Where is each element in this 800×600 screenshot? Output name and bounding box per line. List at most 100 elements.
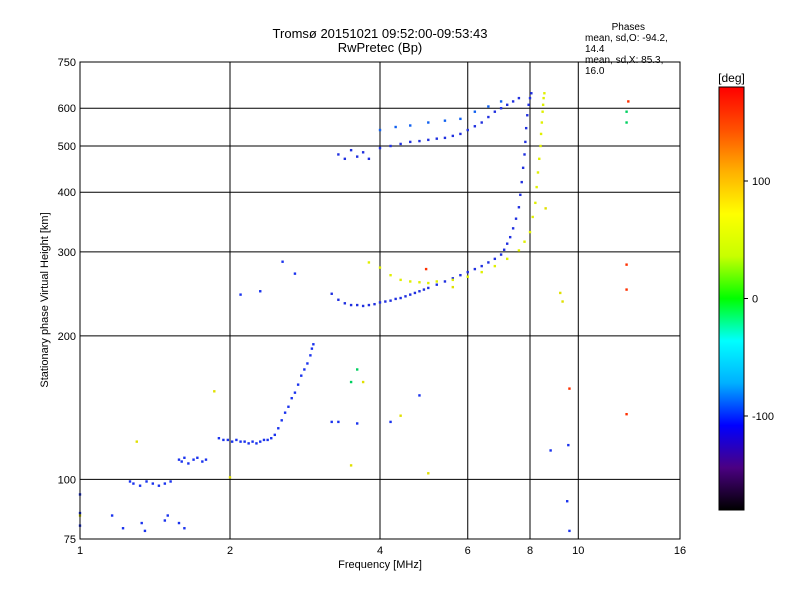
data-point: [508, 235, 512, 239]
data-point: [418, 139, 421, 143]
data-point: [627, 100, 630, 103]
data-point: [625, 412, 628, 416]
data-point: [330, 292, 333, 295]
data-point: [561, 300, 564, 303]
data-point: [312, 343, 315, 346]
colorbar-tick-label: 0: [752, 294, 758, 306]
data-point: [493, 264, 497, 268]
data-point: [418, 394, 421, 397]
data-point: [544, 207, 547, 210]
colorbar-tick-label: 100: [752, 176, 770, 188]
data-point: [499, 100, 503, 103]
data-point: [459, 132, 462, 136]
data-point: [166, 514, 169, 517]
data-point: [389, 299, 392, 302]
data-point: [399, 142, 402, 146]
data-point: [418, 290, 421, 293]
data-point: [534, 201, 537, 205]
x-tick-label: 16: [674, 545, 686, 557]
data-point: [389, 273, 392, 277]
chart-subtitle: RwPretec (Bp): [337, 40, 423, 55]
data-point: [536, 171, 540, 174]
data-point: [480, 121, 483, 124]
data-point: [524, 126, 528, 130]
data-point: [306, 362, 309, 365]
data-point: [427, 472, 430, 475]
data-point: [435, 283, 438, 286]
data-point: [251, 440, 254, 443]
colorbar-label: [deg]: [718, 71, 745, 85]
data-point: [528, 230, 532, 234]
data-point: [427, 121, 430, 124]
data-point: [300, 374, 303, 377]
data-point: [367, 303, 371, 307]
data-point: [539, 144, 542, 148]
x-tick-label: 8: [527, 545, 533, 557]
data-point: [163, 519, 167, 522]
data-point: [169, 480, 172, 483]
data-point: [409, 280, 412, 283]
data-point: [514, 217, 518, 220]
data-point: [349, 380, 353, 384]
data-point: [140, 521, 143, 525]
data-point: [399, 278, 402, 282]
data-point: [413, 291, 417, 295]
phases-x-stats: mean, sd,X: 85.3, 16.0: [585, 55, 664, 77]
colorbar-gradient: [718, 86, 745, 511]
data-point: [121, 527, 125, 530]
data-point: [466, 128, 469, 132]
data-point: [493, 110, 497, 113]
data-point: [505, 242, 509, 245]
data-point: [451, 134, 455, 138]
data-point: [389, 420, 392, 424]
data-point: [243, 440, 246, 443]
grid-layer: [79, 61, 681, 540]
data-point: [538, 157, 541, 161]
plot-frame: [79, 61, 681, 540]
x-tick-label: 6: [465, 545, 471, 557]
data-point: [422, 288, 426, 291]
phases-summary: Phases mean, sd,O: -94.2, 14.4 mean, sd,…: [585, 22, 685, 77]
data-point: [330, 420, 333, 424]
data-point: [524, 140, 527, 144]
data-point: [528, 96, 532, 100]
data-point: [266, 438, 269, 442]
data-point: [427, 281, 430, 285]
data-point: [361, 151, 365, 154]
data-point: [303, 368, 306, 371]
data-point: [337, 420, 340, 424]
data-point: [625, 110, 628, 113]
data-point: [384, 300, 387, 303]
data-point: [128, 480, 132, 483]
data-point: [399, 296, 402, 300]
data-point: [145, 480, 148, 483]
data-point: [568, 387, 571, 390]
data-point: [378, 266, 382, 269]
data-point: [480, 270, 483, 274]
data-point: [213, 390, 216, 393]
data-point: [427, 138, 430, 142]
data-point: [409, 140, 412, 144]
tick-labels-layer: 1 2 4 6 8 10 16 75 100 200 300 400 500 600 750: [58, 57, 686, 557]
data-point: [110, 514, 114, 517]
data-point: [273, 433, 276, 437]
data-point: [565, 500, 569, 503]
data-point: [259, 440, 262, 443]
data-point: [337, 298, 340, 301]
data-point: [480, 264, 483, 268]
data-point: [399, 414, 402, 417]
data-point: [451, 277, 455, 280]
data-point: [192, 458, 195, 461]
data-point: [427, 286, 430, 290]
data-point: [177, 521, 181, 525]
data-point: [349, 464, 353, 467]
x-tick-label: 10: [572, 545, 584, 557]
data-point: [201, 460, 204, 463]
data-point: [135, 440, 138, 443]
data-point: [394, 125, 397, 129]
data-point: [493, 257, 497, 261]
data-point: [151, 482, 155, 485]
y-tick-label: 600: [58, 103, 76, 115]
data-point: [568, 529, 571, 533]
data-point: [519, 193, 522, 197]
